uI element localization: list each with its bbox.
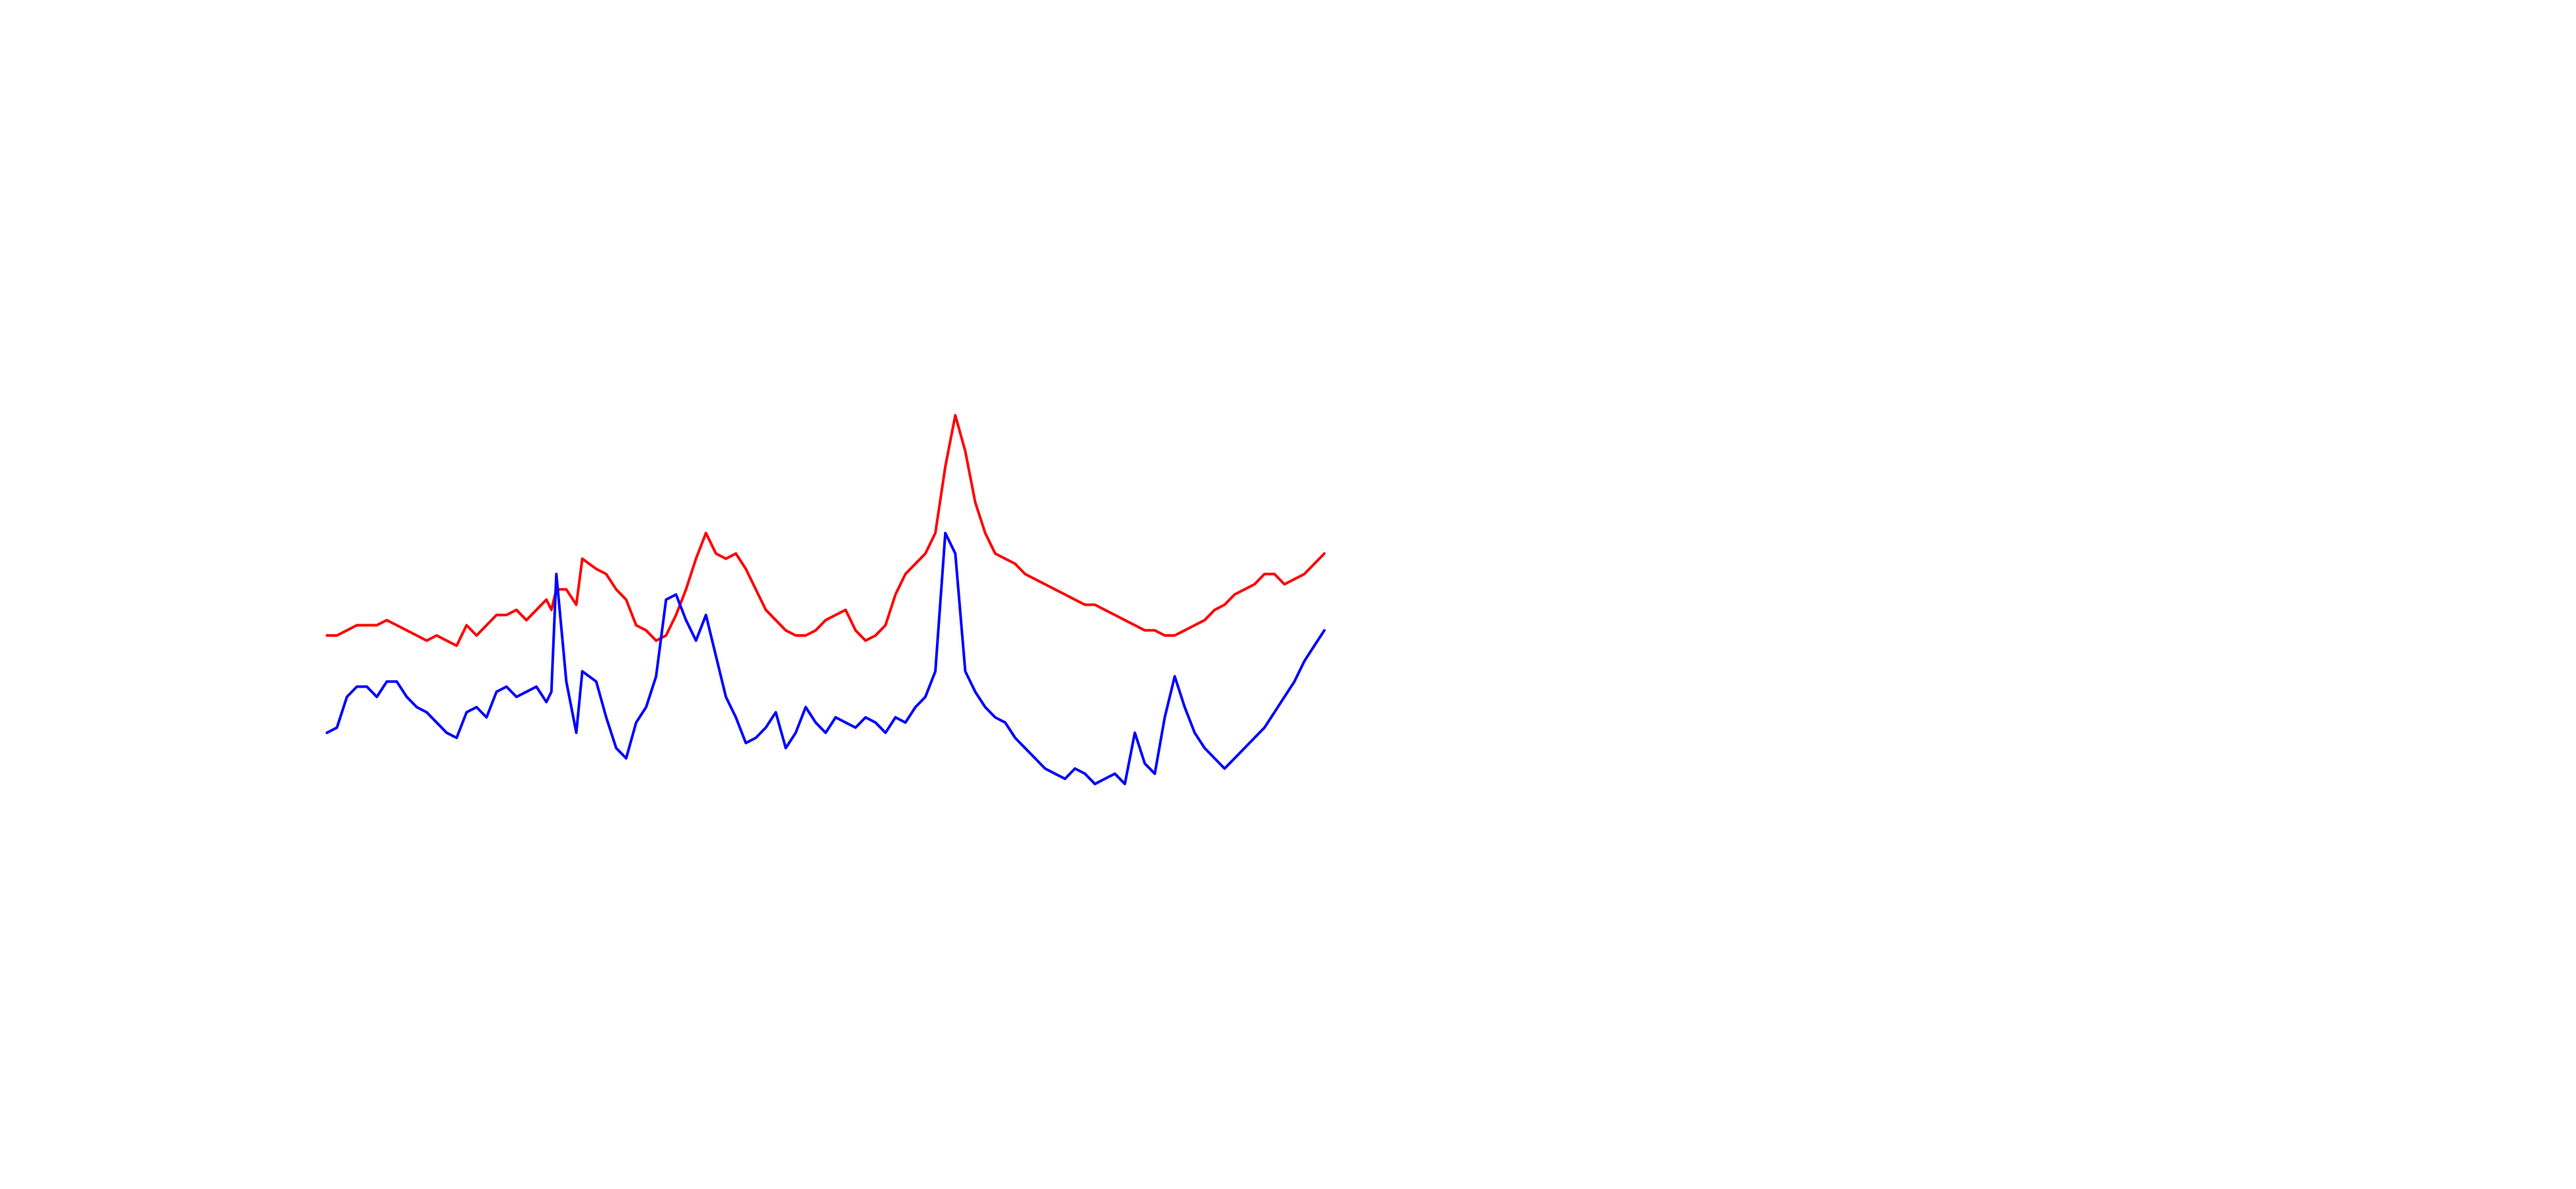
- series-line-1: [326, 414, 1326, 647]
- series-line-2: [326, 532, 1326, 785]
- series-layer: [326, 414, 1326, 785]
